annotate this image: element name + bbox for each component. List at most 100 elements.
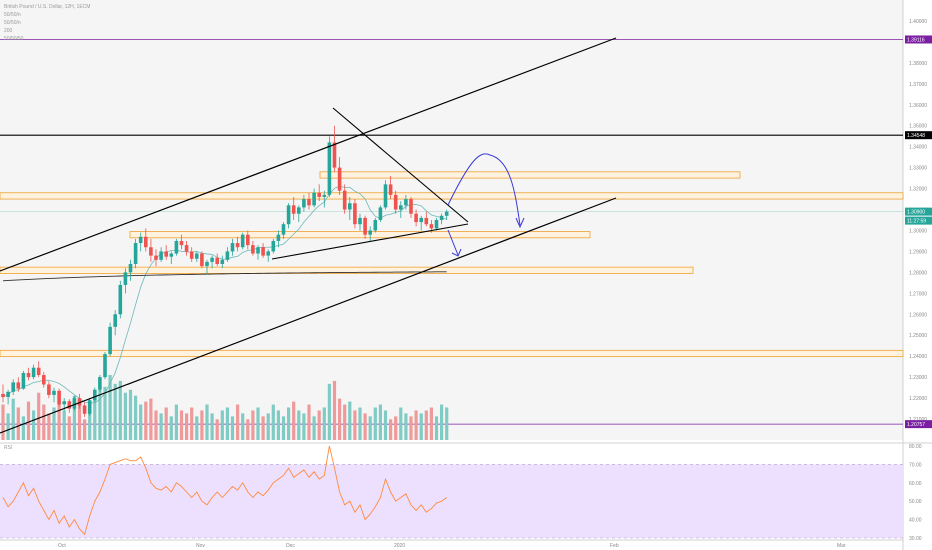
candle-body: [322, 194, 327, 197]
candle-body: [164, 251, 168, 257]
candle-body: [393, 194, 398, 210]
volume-bar: [195, 416, 199, 440]
volume-bar: [399, 407, 403, 440]
bearish-projection-path: [447, 229, 459, 256]
bullish-projection-path: [447, 153, 521, 226]
price-axis-tick-label: 1.30000: [909, 228, 927, 234]
volume-bar: [358, 407, 362, 440]
volume-bar: [149, 398, 153, 440]
price-tag: [905, 216, 932, 225]
volume-bar: [16, 407, 20, 440]
candle-body: [378, 207, 383, 220]
volume-bar: [373, 407, 377, 440]
candle-body: [419, 217, 423, 223]
volume-bar: [72, 395, 76, 440]
candle-body: [200, 253, 204, 267]
volume-bar: [42, 404, 46, 440]
rsi-axis-tick-label: 70.00: [909, 462, 922, 468]
volume-bar: [266, 413, 270, 440]
volume-bar: [77, 404, 82, 440]
volume-bar: [21, 416, 25, 440]
volume-bar: [174, 404, 178, 440]
volume-bar: [424, 410, 428, 440]
candle-body: [42, 375, 46, 385]
price-axis-tick-label: 1.34000: [909, 145, 927, 151]
volume-bar: [429, 407, 433, 440]
volume-bar: [93, 398, 97, 440]
rsi-axis-tick-label: 80.00: [909, 444, 922, 450]
candle-body: [26, 372, 31, 378]
rsi-pane-label: RSI: [4, 445, 13, 451]
candle-body: [434, 220, 439, 229]
candle-body: [342, 190, 347, 210]
sr-zone: [0, 349, 904, 358]
candle-body: [138, 236, 143, 244]
candle-body: [388, 184, 393, 195]
candle-body: [123, 272, 128, 285]
volume-bar: [281, 416, 286, 440]
candle-body: [6, 391, 10, 398]
candle-body: [246, 234, 250, 246]
volume-bar: [179, 410, 184, 440]
volume-bar: [378, 404, 382, 440]
candle-body: [240, 234, 245, 248]
candle-body: [235, 243, 240, 248]
candle-body: [251, 245, 255, 254]
chart-legend: British Pound / U.S. Dollar, 12H, 1ECM 5…: [4, 3, 90, 43]
price-axis-tick-label: 1.24000: [909, 354, 927, 360]
candle-body: [424, 217, 429, 225]
time-axis-tick-label: Nov: [196, 543, 205, 549]
candle-body: [373, 220, 378, 231]
price-tag-label: 11:27:59: [907, 219, 926, 225]
volume-bar: [26, 401, 31, 440]
volume-bar: [220, 410, 224, 440]
volume-bar: [251, 410, 255, 440]
price-tag-label: 1.20757: [907, 422, 925, 428]
candle-body: [128, 264, 133, 273]
volume-bar: [292, 401, 296, 440]
triangle-lower-trendline: [271, 223, 469, 260]
volume-bar: [236, 404, 240, 440]
volume-bar: [118, 380, 122, 440]
candle-body: [47, 384, 51, 395]
candle-body: [210, 257, 214, 262]
legend-title: British Pound / U.S. Dollar, 12H, 1ECM: [4, 4, 91, 10]
volume-bar: [241, 413, 245, 440]
candle-body: [383, 184, 388, 208]
volume-bar: [332, 380, 337, 440]
volume-bar: [383, 410, 388, 440]
volume-bar: [200, 410, 204, 440]
candle-body: [444, 211, 449, 216]
volume-bar: [327, 383, 331, 440]
candle-body: [312, 192, 316, 206]
candle-body: [93, 389, 97, 401]
price-axis-tick-label: 1.28000: [909, 270, 927, 276]
legend-indicator-3: 200: [4, 28, 13, 34]
legend-indicator-2: 50/50/n: [4, 20, 21, 26]
volume-bar: [139, 404, 143, 440]
volume-bar: [108, 375, 112, 440]
volume-bar: [348, 401, 352, 440]
price-tag-label: 1.34548: [907, 133, 925, 139]
time-axis-tick-label: Oct: [58, 543, 66, 549]
candle-body: [11, 382, 15, 392]
volume-bar: [169, 416, 173, 440]
bearish-arrowhead: [451, 248, 462, 257]
candle-body: [195, 253, 199, 259]
candle-body: [154, 255, 158, 260]
candle-body: [404, 199, 408, 206]
candle-body: [174, 240, 179, 254]
price-axis-tick-label: 1.40000: [909, 19, 927, 25]
volume-bar: [6, 413, 10, 440]
price-axis-tick-label: 1.27000: [909, 291, 927, 297]
volume-bar: [37, 392, 41, 440]
candle-body: [220, 259, 225, 264]
price-tag: [905, 131, 932, 140]
volume-bar: [11, 398, 15, 440]
volume-bar: [32, 410, 36, 440]
volume-bar: [98, 389, 102, 440]
candle-body: [1, 393, 5, 398]
volume-bar: [419, 413, 423, 440]
